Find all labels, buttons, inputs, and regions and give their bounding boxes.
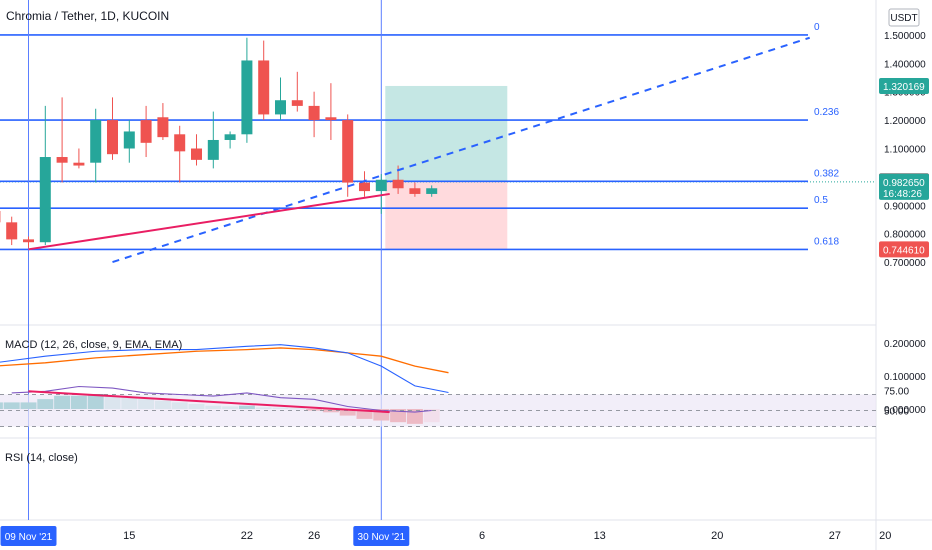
price-badge-countdown: 16:48:26 bbox=[883, 189, 922, 200]
drawings[interactable] bbox=[28, 36, 811, 264]
time-axis-date-badge-label: 30 Nov '21 bbox=[358, 532, 406, 543]
candle-body bbox=[392, 179, 404, 189]
candle-body bbox=[241, 60, 253, 135]
price-axis-tick: 0.900000 bbox=[884, 201, 926, 212]
rsi-divergence-line bbox=[28, 390, 390, 414]
price-axis-tick: 1.500000 bbox=[884, 31, 926, 42]
candle-body bbox=[275, 100, 286, 115]
rsi-axis-tick: 50.00 bbox=[884, 407, 909, 418]
price-axis-tick: 1.400000 bbox=[884, 59, 926, 70]
candle-body bbox=[39, 157, 51, 243]
axes: 1.5000001.4000001.3000001.2000001.100000… bbox=[0, 31, 929, 546]
time-axis-date-badge bbox=[0, 526, 57, 546]
time-axis-tick: 27 bbox=[829, 530, 841, 542]
currency-button[interactable] bbox=[888, 8, 920, 27]
time-axis-tick: 15 bbox=[123, 530, 135, 542]
candle-body bbox=[308, 105, 320, 121]
time-axis-tick: 6 bbox=[479, 530, 485, 542]
candles bbox=[0, 37, 438, 248]
candle-body bbox=[359, 182, 370, 192]
time-axis-tick: 13 bbox=[594, 530, 606, 542]
candle-body bbox=[207, 139, 219, 160]
candle-body bbox=[224, 134, 236, 140]
macd-line bbox=[0, 344, 449, 394]
macd-legend: MACD (12, 26, close, 9, EMA, EMA) bbox=[5, 339, 182, 351]
price-badge-value: 0.982650 bbox=[883, 178, 925, 189]
support-trend-line[interactable] bbox=[28, 192, 390, 251]
time-axis-tick: 20 bbox=[711, 530, 723, 542]
candle-body bbox=[191, 148, 202, 160]
target-zone[interactable] bbox=[385, 85, 508, 182]
macd-signal-line bbox=[0, 347, 449, 374]
rsi-legend: RSI (14, close) bbox=[5, 452, 78, 464]
candle-body bbox=[6, 222, 18, 240]
price-badge-value: 0.744610 bbox=[883, 245, 925, 256]
price-badge bbox=[879, 241, 929, 258]
macd-axis-tick: 0.200000 bbox=[884, 339, 926, 350]
fib-level-label: 0.236 bbox=[814, 107, 839, 118]
candle-body bbox=[90, 120, 102, 163]
time-axis-date-badge bbox=[353, 526, 410, 546]
candle-body bbox=[291, 100, 303, 106]
candle-body bbox=[123, 131, 135, 149]
fib-level-label: 0.5 bbox=[814, 195, 828, 206]
time-axis-tick: 26 bbox=[308, 530, 320, 542]
fib-level-label: 0 bbox=[814, 22, 820, 33]
price-badge bbox=[879, 173, 929, 200]
price-axis-tick: 1.100000 bbox=[884, 145, 926, 156]
candle-body bbox=[325, 117, 337, 121]
candle-body bbox=[140, 120, 152, 143]
rsi-pane bbox=[0, 385, 876, 427]
candle-body bbox=[258, 60, 270, 115]
currency-button-label: USDT bbox=[890, 13, 917, 24]
symbol-title: Chromia / Tether, 1D, KUCOIN bbox=[6, 9, 169, 23]
candle-body bbox=[375, 179, 387, 192]
fib-level-label: 0.382 bbox=[814, 168, 839, 179]
price-badge bbox=[879, 77, 929, 94]
candle-body bbox=[23, 239, 34, 243]
price-axis-tick: 1.200000 bbox=[884, 116, 926, 127]
candle-body bbox=[73, 162, 85, 166]
candle-body bbox=[409, 188, 421, 194]
projection-dashed-line[interactable] bbox=[112, 36, 811, 264]
candle-body bbox=[426, 188, 438, 194]
price-axis-tick: 0.800000 bbox=[884, 230, 926, 241]
macd-axis-tick: 0.000000 bbox=[884, 405, 926, 416]
time-axis-tick: 20 bbox=[879, 530, 891, 542]
price-badge-value: 1.320169 bbox=[883, 82, 925, 93]
fib-retracement[interactable]: 0 0.236 0.382 0.5 0.618 bbox=[0, 22, 839, 251]
candle-body bbox=[56, 157, 68, 163]
time-axis-tick: 22 bbox=[241, 530, 253, 542]
fib-level-label: 0.618 bbox=[814, 236, 839, 247]
stop-zone[interactable] bbox=[385, 181, 508, 250]
candle-body bbox=[174, 134, 186, 152]
time-axis-date-badge-label: 09 Nov '21 bbox=[5, 532, 53, 543]
candle-body bbox=[342, 120, 354, 183]
rsi-line bbox=[11, 385, 432, 413]
price-axis-tick: 0.700000 bbox=[884, 258, 926, 269]
macd-axis-tick: 0.100000 bbox=[884, 372, 926, 383]
candle-body bbox=[107, 120, 118, 155]
rsi-axis-tick: 75.00 bbox=[884, 387, 909, 398]
date-markers bbox=[28, 0, 382, 520]
candle-body bbox=[157, 117, 169, 138]
